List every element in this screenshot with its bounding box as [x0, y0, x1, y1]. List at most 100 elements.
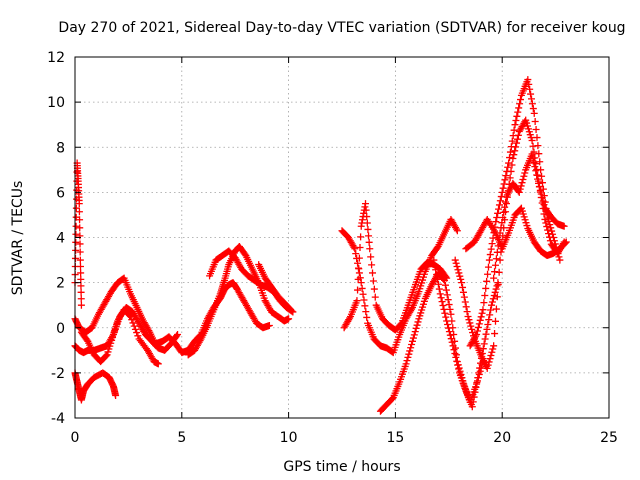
series-early-spike [71, 159, 85, 309]
data-point [458, 279, 466, 287]
data-point [491, 317, 499, 325]
data-point [501, 176, 509, 184]
data-point [346, 314, 354, 322]
data-point [265, 321, 273, 329]
data-point [494, 281, 502, 289]
data-point [497, 224, 505, 232]
data-point [358, 284, 366, 292]
data-point [442, 313, 450, 321]
data-point [112, 391, 120, 399]
data-point [287, 306, 295, 314]
data-point [457, 275, 465, 283]
data-point [506, 174, 514, 182]
x-tick-label: 0 [71, 430, 80, 446]
data-point [364, 225, 372, 233]
data-point [469, 329, 477, 337]
data-point [514, 108, 522, 116]
data-point [441, 281, 449, 289]
data-point [491, 268, 499, 276]
data-point [502, 172, 510, 180]
data-point [468, 325, 476, 333]
data-point [483, 277, 491, 285]
data-point [508, 137, 516, 145]
data-point [467, 322, 475, 330]
data-point [77, 269, 85, 277]
data-point [502, 198, 510, 206]
data-point [491, 261, 499, 269]
data-point [131, 325, 139, 333]
data-point [474, 323, 482, 331]
data-point [536, 186, 544, 194]
data-point [562, 238, 570, 246]
data-point [506, 154, 514, 162]
data-point [443, 317, 451, 325]
data-point [357, 279, 365, 287]
y-tick-label: -2 [51, 366, 65, 382]
series-afternoon-d [430, 256, 502, 411]
data-point [413, 321, 421, 329]
data-point [368, 261, 376, 269]
data-point [485, 316, 493, 324]
series-morning-d [255, 261, 295, 314]
data-point [528, 150, 536, 158]
data-point [555, 253, 563, 261]
data-point [473, 331, 481, 339]
data-point [450, 346, 458, 354]
data-point [533, 134, 541, 142]
data-point [531, 117, 539, 125]
data-point [459, 288, 467, 296]
data-point [459, 283, 467, 291]
x-tick-label: 20 [493, 430, 511, 446]
data-point [533, 171, 541, 179]
data-point [441, 276, 449, 284]
data-point [76, 240, 84, 248]
data-point [490, 274, 498, 282]
data-point [72, 204, 80, 212]
data-point [499, 214, 507, 222]
data-point [489, 295, 497, 303]
data-point [474, 374, 482, 382]
data-point [77, 288, 85, 296]
data-point [442, 286, 450, 294]
data-point [440, 275, 448, 283]
data-point [447, 310, 455, 318]
data-point [466, 319, 474, 327]
data-point [454, 266, 462, 274]
data-point [354, 259, 362, 267]
data-point [487, 351, 495, 359]
data-point [72, 238, 80, 246]
data-point [535, 150, 543, 158]
axis-ticks [74, 56, 610, 419]
y-tick-labels: -4 -2 0 2 4 6 8 10 12 [47, 50, 65, 427]
data-point [436, 290, 444, 298]
data-point [440, 305, 448, 313]
y-tick-label: 10 [47, 95, 65, 111]
data-point [482, 330, 490, 338]
data-point [549, 230, 557, 238]
data-point [411, 328, 419, 336]
x-tick-labels: 0 5 10 15 20 25 [71, 430, 618, 446]
data-point [443, 291, 451, 299]
data-point [495, 201, 503, 209]
data-point [513, 139, 521, 147]
data-point [355, 265, 363, 273]
data-point [432, 266, 440, 274]
data-point [551, 240, 559, 248]
data-point [77, 301, 85, 309]
data-point [76, 216, 84, 224]
data-point [451, 350, 459, 358]
data-point [361, 200, 369, 208]
data-point [532, 126, 540, 134]
data-point [76, 256, 84, 264]
data-point [561, 239, 569, 247]
data-point [490, 342, 498, 350]
y-tick-label: -4 [51, 411, 65, 427]
data-point [515, 104, 523, 112]
data-point [461, 298, 469, 306]
data-point [286, 305, 294, 313]
y-tick-label: 6 [56, 185, 65, 201]
data-point [484, 321, 492, 329]
data-point [354, 286, 362, 294]
data-point [547, 224, 555, 232]
